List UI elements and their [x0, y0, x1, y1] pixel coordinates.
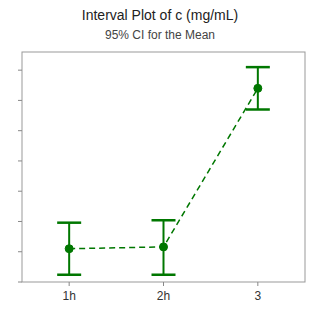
y-tick — [18, 70, 22, 71]
x-tick-label: 2h — [157, 289, 170, 303]
error-cap-lower — [152, 273, 176, 276]
y-tick — [18, 191, 22, 192]
y-tick — [18, 221, 22, 222]
plot-frame — [22, 52, 305, 282]
y-tick — [18, 282, 22, 283]
subtitle: 95% CI for the Mean — [105, 28, 215, 42]
error-cap-lower — [246, 108, 270, 111]
error-cap-upper — [152, 219, 176, 222]
x-tick — [69, 282, 70, 286]
error-cap-upper — [246, 66, 270, 69]
title: Interval Plot of c (mg/mL) — [82, 7, 238, 23]
error-cap-upper — [57, 221, 81, 224]
y-tick — [18, 160, 22, 161]
chart: Interval Plot of c (mg/mL) 95% CI for the… — [0, 0, 320, 320]
y-tick — [18, 130, 22, 131]
plot-area — [57, 67, 270, 275]
y-tick — [18, 251, 22, 252]
y-tick — [18, 100, 22, 101]
x-tick — [257, 282, 258, 286]
mean-point — [160, 243, 168, 251]
mean-point — [65, 245, 73, 253]
x-tick-label: 1h — [62, 289, 75, 303]
x-tick-label: 3 — [254, 289, 261, 303]
x-tick — [163, 282, 164, 286]
error-cap-lower — [57, 273, 81, 276]
mean-point — [254, 84, 262, 92]
